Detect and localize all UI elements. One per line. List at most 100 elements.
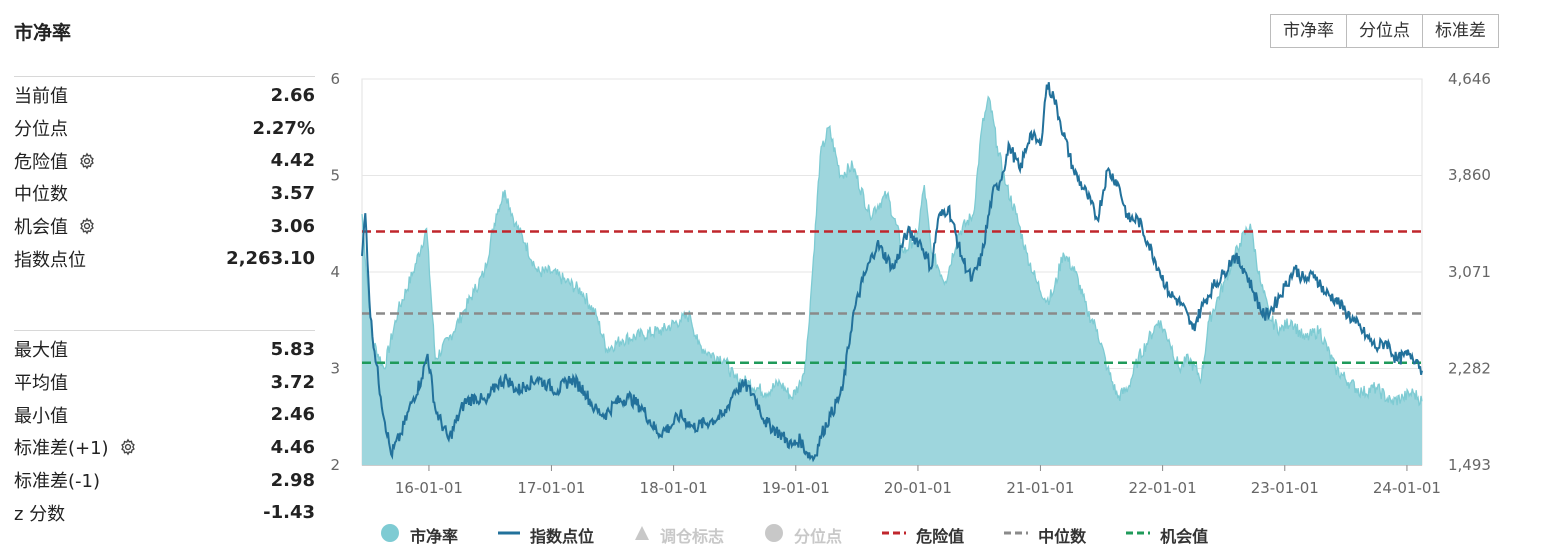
x-tick-label: 20-01-01 <box>884 479 952 497</box>
chart-legend: 市净率 指数点位 调仓标志 分位点 危险值 中位数 机会值 <box>380 523 1248 547</box>
stat-label: 危险值 <box>14 148 96 174</box>
stat-label-text: 标准差(-1) <box>14 471 100 493</box>
stat-row: 机会值 3.06 <box>14 210 315 243</box>
stat-label: 最大值 <box>14 336 68 362</box>
legend-item[interactable]: 调仓标志 <box>634 523 724 547</box>
x-tick-label: 16-01-01 <box>395 479 463 497</box>
stat-label-text: 最大值 <box>14 340 68 362</box>
stat-value: 4.42 <box>270 150 315 172</box>
y-right-tick-label: 1,493 <box>1448 456 1491 474</box>
page-title: 市净率 <box>14 22 72 44</box>
stat-label: 分位点 <box>14 115 68 141</box>
legend-symbol-icon <box>882 523 907 547</box>
y-right-tick-label: 3,071 <box>1448 263 1491 281</box>
tab-stddev[interactable]: 标准差 <box>1422 15 1498 47</box>
stat-row: 标准差(+1) 4.46 <box>14 431 315 464</box>
stat-label-text: 平均值 <box>14 373 68 395</box>
tab-pb[interactable]: 市净率 <box>1271 15 1346 47</box>
y-left-tick-label: 3 <box>330 360 340 378</box>
x-tick-label: 22-01-01 <box>1129 479 1197 497</box>
y-right-tick-label: 3,860 <box>1448 166 1491 184</box>
stat-value: 2.46 <box>270 404 315 426</box>
legend-item[interactable]: 危险值 <box>882 523 964 547</box>
stat-label-text: 分位点 <box>14 119 68 141</box>
legend-label: 中位数 <box>1038 527 1087 546</box>
stat-value: 4.46 <box>270 436 315 458</box>
stat-label: 指数点位 <box>14 246 86 272</box>
legend-label: 指数点位 <box>530 527 595 546</box>
stat-value: 2,263.10 <box>226 248 315 270</box>
stat-label-text: 机会值 <box>14 217 68 239</box>
legend-label: 市净率 <box>410 527 459 546</box>
y-right-tick-label: 4,646 <box>1448 70 1491 88</box>
stat-row: 分位点 2.27% <box>14 112 315 145</box>
legend-item[interactable]: 市净率 <box>380 523 458 547</box>
stat-label-text: z 分数 <box>14 503 66 525</box>
index-series-line <box>361 82 1423 463</box>
stat-label: 标准差(-1) <box>14 467 100 493</box>
gear-icon[interactable] <box>119 438 137 456</box>
divider <box>14 330 315 331</box>
stat-label: z 分数 <box>14 500 65 526</box>
stat-label-text: 最小值 <box>14 405 68 427</box>
pb-chart[interactable]: 2 3 4 5 6 1,493 2,282 3,071 3,860 4,646 16-01-01 17… <box>0 0 1549 520</box>
legend-label: 调仓标志 <box>660 527 725 546</box>
stat-row: 最小值 2.46 <box>14 398 315 431</box>
stat-row: 当前值 2.66 <box>14 79 315 112</box>
tab-percentile[interactable]: 分位点 <box>1346 15 1422 47</box>
stat-row: 标准差(-1) 2.98 <box>14 464 315 497</box>
y-left-tick-label: 2 <box>330 456 340 474</box>
stat-value: 3.57 <box>270 182 315 204</box>
stat-value: -1.43 <box>263 502 315 524</box>
legend-item[interactable]: 分位点 <box>764 523 842 547</box>
stat-row: 最大值 5.83 <box>14 333 315 366</box>
legend-symbol-icon <box>1004 523 1029 547</box>
stat-row: z 分数 -1.43 <box>14 496 315 529</box>
stat-label: 最小值 <box>14 402 68 428</box>
legend-label: 分位点 <box>794 527 843 546</box>
stat-label: 平均值 <box>14 369 68 395</box>
stat-value: 3.06 <box>270 215 315 237</box>
x-tick-label: 17-01-01 <box>517 479 585 497</box>
stat-label-text: 危险值 <box>14 151 68 173</box>
legend-symbol-icon <box>764 523 784 547</box>
pb-area <box>362 96 1422 466</box>
legend-item[interactable]: 中位数 <box>1004 523 1086 547</box>
gear-icon[interactable] <box>78 217 96 235</box>
legend-symbol-icon <box>380 523 400 547</box>
x-tick-label: 23-01-01 <box>1251 479 1319 497</box>
metric-tabs: 市净率 分位点 标准差 <box>1270 14 1499 48</box>
x-tick-label: 19-01-01 <box>762 479 830 497</box>
gear-icon[interactable] <box>78 152 96 170</box>
y-left-tick-label: 4 <box>330 263 340 281</box>
stat-value: 2.98 <box>270 469 315 491</box>
stat-value: 3.72 <box>270 371 315 393</box>
x-tick-label: 21-01-01 <box>1006 479 1074 497</box>
legend-label: 机会值 <box>1160 527 1209 546</box>
legend-item[interactable]: 机会值 <box>1126 523 1208 547</box>
stat-label-text: 中位数 <box>14 184 68 206</box>
stat-label-text: 指数点位 <box>14 249 86 271</box>
stat-label: 机会值 <box>14 213 96 239</box>
stat-value: 5.83 <box>270 338 315 360</box>
stat-label: 标准差(+1) <box>14 434 137 460</box>
divider <box>14 76 315 77</box>
stat-label: 当前值 <box>14 82 68 108</box>
stats-panel-history: 最大值 5.83 平均值 3.72 最小值 2.46 标准差(+1) 4.46 … <box>14 330 315 529</box>
stat-label-text: 标准差(+1) <box>14 438 109 460</box>
stat-row: 中位数 3.57 <box>14 177 315 210</box>
stat-row: 危险值 4.42 <box>14 144 315 177</box>
y-left-tick-label: 5 <box>330 167 340 185</box>
stats-panel-current: 当前值 2.66 分位点 2.27% 危险值 4.42 中位数 3.57 机会值… <box>14 76 315 275</box>
stat-label: 中位数 <box>14 180 68 206</box>
legend-symbol-icon <box>1126 523 1151 547</box>
stat-value: 2.27% <box>252 117 315 139</box>
stat-label-text: 当前值 <box>14 86 68 108</box>
legend-item[interactable]: 指数点位 <box>498 523 594 547</box>
stat-row: 指数点位 2,263.10 <box>14 242 315 275</box>
stat-value: 2.66 <box>270 84 315 106</box>
x-tick-label: 18-01-01 <box>640 479 708 497</box>
legend-symbol-icon <box>498 523 521 547</box>
x-tick-label: 24-01-01 <box>1373 479 1441 497</box>
stat-row: 平均值 3.72 <box>14 366 315 399</box>
